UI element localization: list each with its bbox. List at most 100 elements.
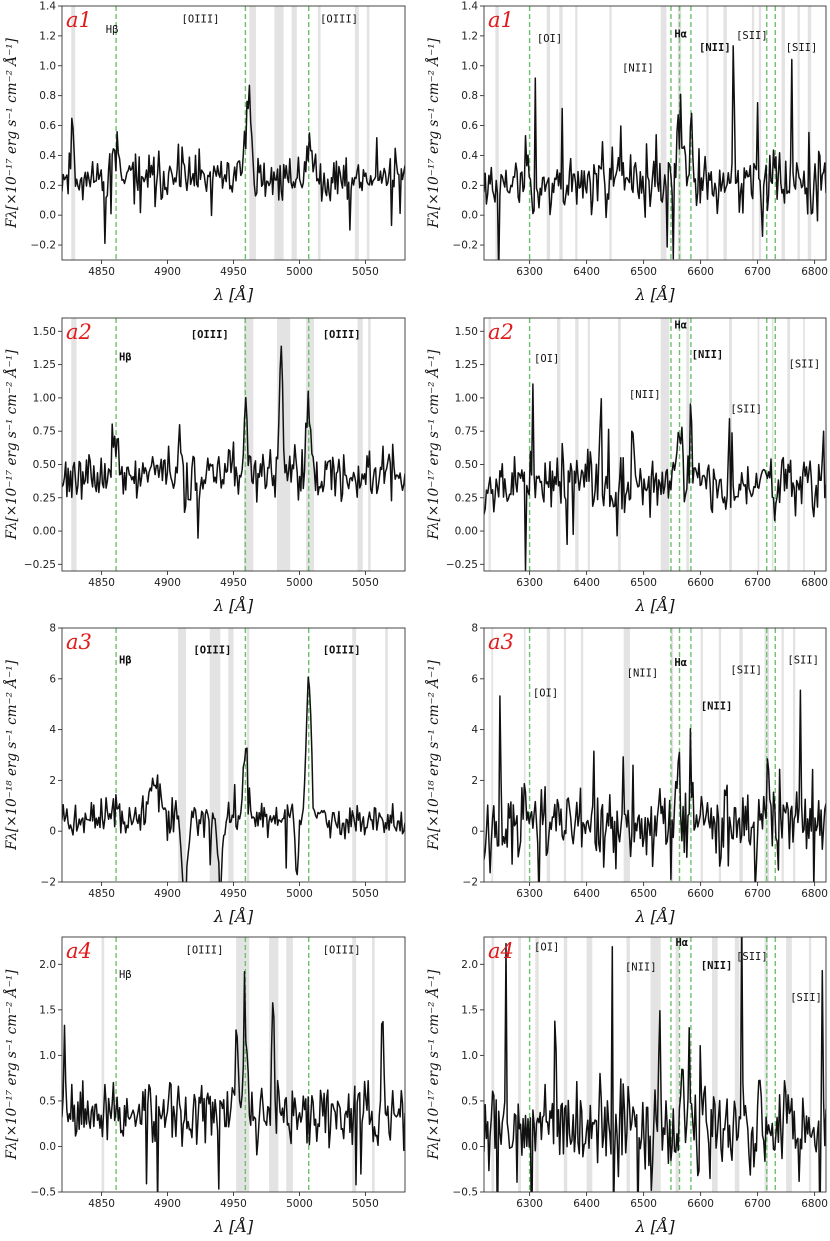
x-axis-label: λ [Å]: [213, 595, 254, 615]
x-tick-label: 5000: [286, 577, 313, 589]
emission-line-label: [OIII]: [182, 13, 220, 25]
emission-line-label: Hα: [674, 28, 687, 40]
masked-region: [580, 628, 584, 882]
y-tick-label: 1.50: [455, 326, 478, 338]
y-tick-label: 1.00: [455, 392, 478, 404]
y-tick-label: 6: [471, 673, 478, 685]
y-tick-label: 1.2: [461, 30, 478, 42]
y-axis-label: Fλ[×10⁻¹⁷ erg s⁻¹ cm⁻² Å⁻¹]: [4, 969, 20, 1161]
y-tick-label: 0.75: [455, 426, 478, 438]
panel-label: a4: [488, 939, 514, 963]
y-tick-label: 0.50: [33, 459, 56, 471]
x-tick-label: 4900: [154, 577, 181, 589]
emission-line-label: [NII]: [699, 42, 731, 54]
masked-region: [246, 628, 250, 882]
emission-line-label: [OI]: [534, 353, 559, 365]
panel-label: a4: [66, 939, 92, 963]
spectrum-line: [484, 45, 826, 260]
x-tick-label: 5050: [352, 577, 379, 589]
x-tick-label: 6400: [573, 888, 600, 900]
masked-region: [563, 628, 567, 882]
masked-region: [706, 6, 709, 260]
y-tick-label: 1.25: [455, 359, 478, 371]
masked-region: [617, 318, 621, 571]
plot-area: [62, 318, 405, 571]
y-tick-label: 0.50: [455, 459, 478, 471]
y-tick-label: 4: [471, 724, 478, 736]
emission-line-label: [NII]: [627, 667, 659, 679]
y-tick-label: 1.4: [461, 1, 478, 13]
x-axis-label: λ [Å]: [634, 1216, 675, 1236]
y-tick-label: 1.0: [39, 60, 56, 72]
axes-frame: [483, 5, 827, 261]
panel-label: a2: [488, 320, 514, 344]
masked-region: [786, 937, 792, 1192]
x-tick-label: 6700: [744, 577, 771, 589]
masked-region: [269, 937, 279, 1192]
masked-region: [675, 937, 679, 1192]
panel-a1-hb: 4850 4900 4950 5000 5050 −0.2 0.0 0.2 0.4 0.6 0.8 1…: [4, 1, 406, 304]
masked-region: [712, 937, 718, 1192]
emission-line-label: Hα: [674, 657, 687, 669]
x-tick-label: 4900: [154, 888, 181, 900]
masked-region: [626, 937, 630, 1192]
y-tick-label: 1.0: [461, 1050, 478, 1062]
masked-region: [354, 6, 359, 260]
y-tick-label: 1.0: [461, 60, 478, 72]
masked-region: [700, 628, 703, 882]
emission-line-label: [NII]: [692, 349, 724, 361]
masked-region: [317, 6, 321, 260]
y-tick-label: 0.5: [461, 1095, 478, 1107]
y-tick-label: 0.25: [33, 492, 56, 504]
masked-region: [274, 6, 284, 260]
masked-region: [352, 937, 357, 1192]
axes-frame: [483, 936, 827, 1193]
masked-region: [758, 6, 762, 260]
x-tick-label: 6700: [744, 1198, 771, 1210]
x-axis-label: λ [Å]: [634, 284, 675, 304]
panel-a2-ha: 6300 6400 6500 6600 6700 6800 −0.25 0.00 0.25 0.5…: [426, 317, 828, 615]
x-tick-label: 6600: [687, 1198, 714, 1210]
masked-region: [368, 318, 371, 571]
y-tick-label: −0.25: [446, 559, 478, 571]
spectrum-line: [484, 937, 826, 1192]
masked-region: [586, 937, 593, 1192]
x-tick-label: 6500: [630, 577, 657, 589]
x-tick-label: 5050: [352, 1198, 379, 1210]
masked-region: [546, 6, 551, 260]
emission-line-label: [OIII]: [191, 329, 229, 341]
x-axis-label: λ [Å]: [213, 284, 254, 304]
x-tick-label: 4850: [88, 577, 115, 589]
x-tick-label: 6400: [573, 577, 600, 589]
panel-label: a3: [66, 630, 92, 654]
emission-line-label: [SII]: [786, 42, 818, 54]
masked-region: [734, 937, 740, 1192]
masked-region: [291, 6, 297, 260]
masked-region: [209, 628, 221, 882]
y-tick-label: −0.25: [24, 559, 56, 571]
y-tick-label: −2: [41, 877, 56, 889]
x-tick-label: 4950: [220, 1198, 247, 1210]
y-axis-label: Fλ[×10⁻¹⁷ erg s⁻¹ cm⁻² Å⁻¹]: [426, 349, 442, 541]
masked-region: [352, 628, 357, 882]
y-axis-label: Fλ[×10⁻¹⁸ erg s⁻¹ cm⁻² Å⁻¹]: [4, 659, 20, 851]
masked-region: [797, 6, 800, 260]
emission-line-label: Hα: [675, 937, 688, 949]
masked-region: [518, 937, 522, 1192]
emission-line-label: [NII]: [701, 960, 733, 972]
masked-region: [718, 628, 722, 882]
emission-line-label: Hβ: [119, 655, 132, 667]
masked-region: [286, 937, 293, 1192]
y-tick-label: 2.0: [461, 959, 478, 971]
y-tick-label: 0: [49, 826, 56, 838]
panel-label: a3: [488, 630, 514, 654]
y-tick-label: −0.2: [31, 240, 57, 252]
y-tick-label: 0.4: [461, 150, 478, 162]
x-tick-label: 6300: [516, 888, 543, 900]
x-tick-label: 6800: [801, 266, 828, 278]
emission-line-label: [OIII]: [323, 329, 361, 341]
masked-region: [764, 628, 769, 882]
masked-region: [575, 318, 579, 571]
plot-area: [484, 628, 826, 882]
